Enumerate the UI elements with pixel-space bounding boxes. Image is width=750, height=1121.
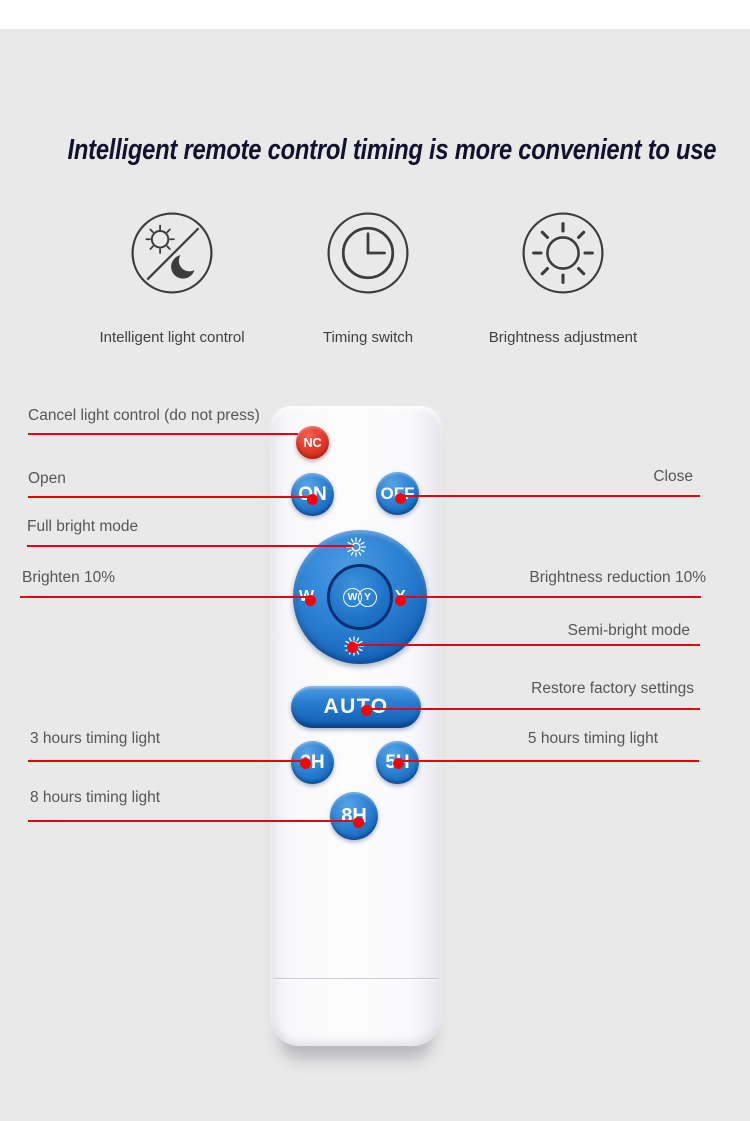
callout-label-reduction: Brightness reduction 10%	[529, 569, 706, 586]
dpad-center-button[interactable]: W Y	[327, 564, 393, 630]
callout-line-close	[399, 495, 700, 497]
callout-line-open	[28, 496, 313, 498]
callout-line-semi-bright	[353, 644, 700, 646]
nc-button[interactable]: NC	[296, 426, 329, 459]
callout-label-semi-bright: Semi-bright mode	[567, 622, 690, 639]
callout-label-open: Open	[28, 470, 66, 487]
callout-line-cancel	[28, 433, 298, 435]
page-title: Intelligent remote control timing is mor…	[67, 134, 717, 166]
callout-dot-5h	[392, 757, 404, 769]
callout-dot-reduction	[394, 594, 406, 606]
top-white-band	[0, 0, 750, 29]
wy-logo: W Y	[343, 587, 377, 607]
feature-label: Intelligent light control	[99, 329, 245, 346]
callout-label-brighten: Brighten 10%	[22, 569, 116, 586]
sun-full-bright-icon[interactable]	[345, 536, 367, 558]
callout-label-restore: Restore factory settings	[531, 680, 694, 697]
callout-line-5h	[398, 760, 699, 762]
8h-button[interactable]: 8H	[330, 792, 378, 840]
day-night-icon	[131, 212, 213, 294]
callout-line-reduction	[401, 596, 701, 598]
callout-line-8h	[28, 820, 359, 822]
callout-dot-8h	[352, 816, 364, 828]
callout-label-cancel: Cancel light control (do not press)	[28, 407, 260, 424]
feature-brightness-adjustment: Brightness adjustment	[489, 209, 637, 346]
clock-icon	[327, 212, 409, 294]
callout-line-3h	[28, 760, 306, 762]
feature-label: Timing switch	[322, 329, 414, 346]
callout-dot-3h	[299, 757, 311, 769]
callout-dot-auto	[360, 704, 372, 716]
sun-icon	[522, 212, 604, 294]
callout-dot-semi-bright	[346, 641, 358, 653]
callout-dot-on	[306, 493, 318, 505]
callout-dot-off	[394, 492, 406, 504]
callout-dot-brighten	[304, 594, 316, 606]
feature-intelligent-light-control: Intelligent light control	[99, 209, 245, 346]
auto-button[interactable]: AUTO	[291, 686, 421, 728]
remote-seam	[273, 978, 439, 979]
3h-button[interactable]: 3H	[291, 741, 334, 784]
callout-label-5h: 5 hours timing light	[527, 730, 658, 747]
wy-logo-y: Y	[358, 587, 377, 607]
callout-label-close: Close	[653, 468, 693, 485]
callout-line-restore	[366, 708, 700, 710]
feature-timing-switch: Timing switch	[323, 209, 413, 346]
feature-label: Brightness adjustment	[488, 329, 638, 346]
callout-line-full-bright	[27, 545, 353, 547]
callout-label-3h: 3 hours timing light	[30, 730, 161, 747]
callout-label-full-bright: Full bright mode	[27, 518, 139, 535]
callout-label-8h: 8 hours timing light	[30, 789, 161, 806]
remote-body: NC ON OFF	[270, 406, 442, 1046]
callout-line-brighten	[20, 596, 311, 598]
